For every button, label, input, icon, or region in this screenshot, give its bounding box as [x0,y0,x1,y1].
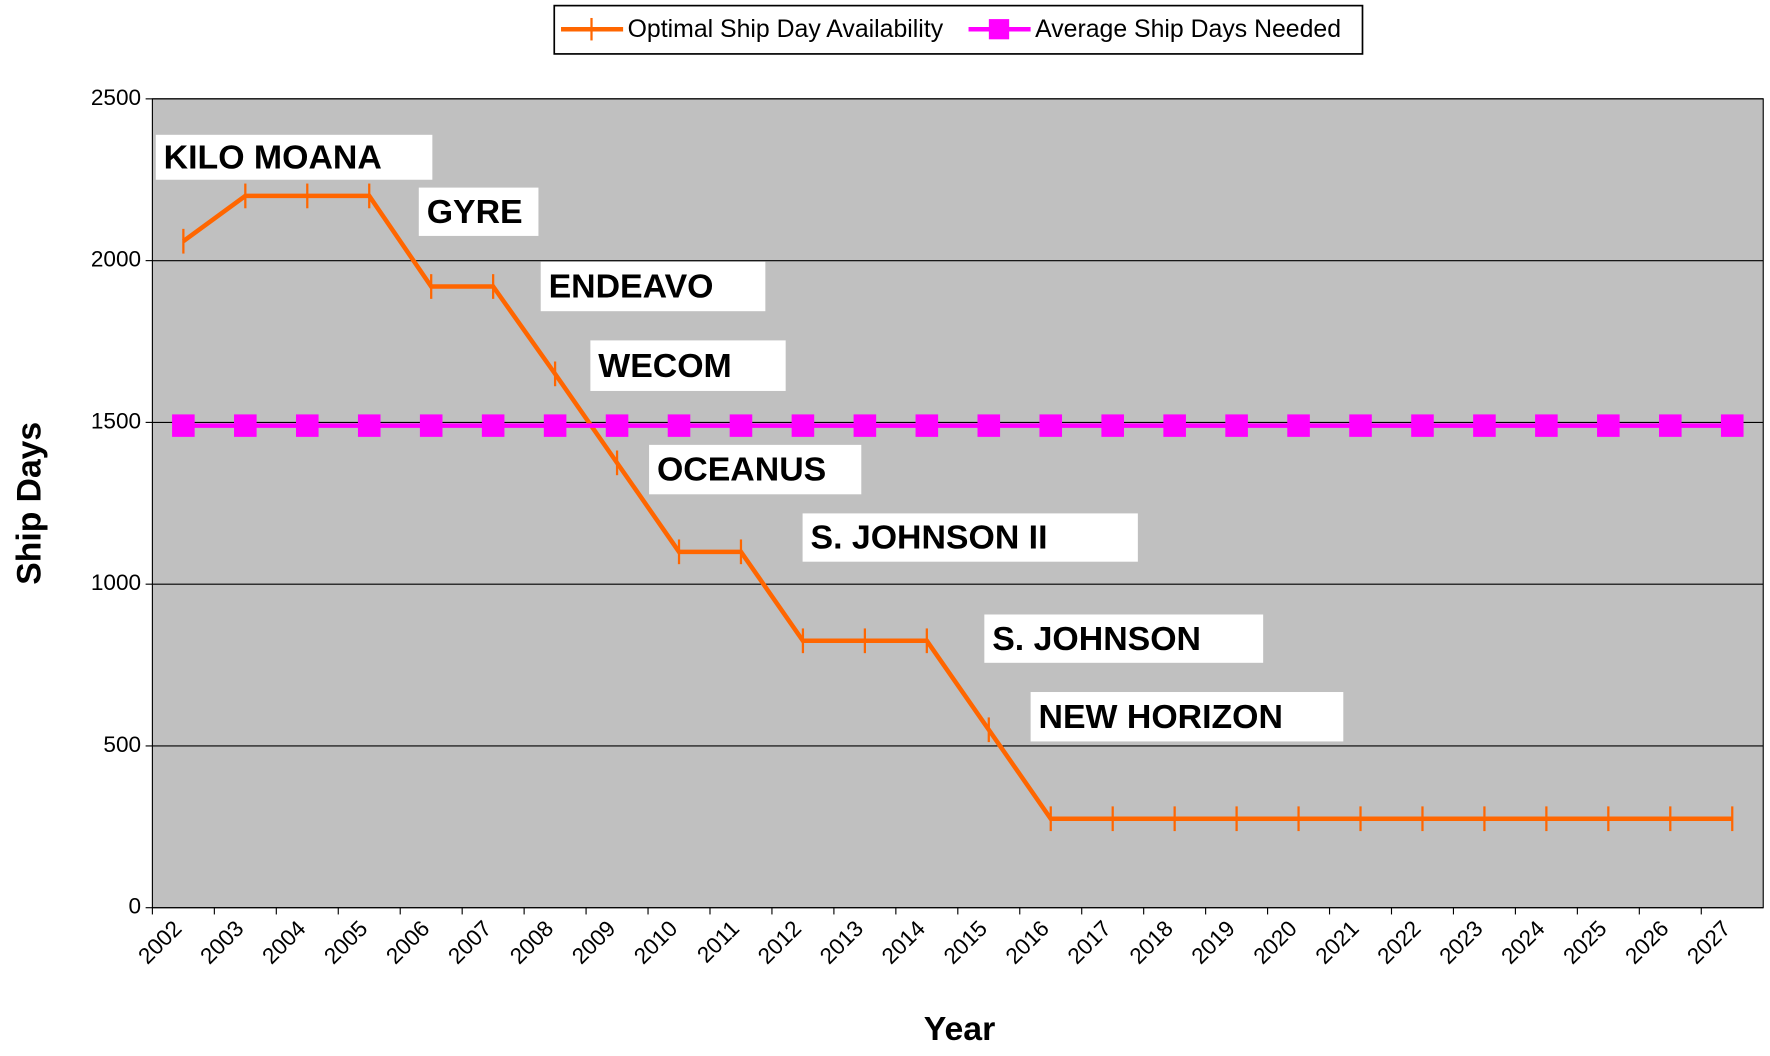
x-tick-label: 2009 [567,916,620,969]
legend-label: Average Ship Days Needed [1035,16,1341,43]
y-tick-label: 2000 [91,247,141,272]
annotation: S. JOHNSON [992,620,1201,658]
y-axis-label: Ship Days [10,422,48,585]
y-tick-label: 500 [103,732,141,757]
x-tick-label: 2006 [381,916,434,969]
point [853,414,877,437]
point [1039,414,1063,437]
annotation-box [590,340,786,391]
point [357,414,381,437]
point [791,414,815,437]
point [234,414,257,437]
x-tick-label: 2013 [815,916,868,969]
x-tick-label: 2012 [753,916,806,969]
point [1101,414,1124,437]
y-tick-label: 0 [129,894,142,919]
x-tick-label: 2019 [1187,916,1240,969]
x-tick-label: 2027 [1682,916,1735,969]
point [1163,414,1186,437]
point [729,414,753,437]
x-tick-label: 2016 [1001,916,1054,969]
x-tick-label: 2007 [443,916,496,969]
plot-area [151,98,1764,909]
x-tick-label: 2018 [1125,916,1178,969]
x-tick-label: 2011 [692,916,744,968]
y-tick-label: 1500 [91,408,141,433]
annotation: S. JOHNSON II [810,519,1047,557]
annotation: NEW HORIZON [1039,698,1283,736]
x-tick-label: 2005 [319,916,372,969]
point [1535,414,1558,437]
annotation-box [802,513,1138,562]
x-tick-label: 2010 [629,916,682,969]
point [977,414,1001,437]
x-tick-label: 2014 [877,916,930,969]
annotation: GYRE [427,193,523,231]
annotation-box [649,444,862,495]
x-tick-label: 2008 [505,916,558,969]
point [1597,414,1620,437]
point [1225,414,1248,437]
x-tick-label: 2015 [939,916,992,969]
x-tick-label: 2026 [1620,916,1673,969]
point [605,414,629,437]
x-tick-label: 2004 [257,916,310,969]
point [915,414,939,437]
point [1349,414,1372,437]
x-tick-label: 2020 [1249,916,1302,969]
point [295,414,319,437]
x-tick-label: 2021 [1311,916,1364,969]
x-tick-label: 2003 [195,916,248,969]
annotation: WECOM [598,347,731,385]
annotation-box [418,187,539,236]
annotation-box [155,134,433,180]
x-tick-label: 2022 [1372,916,1425,969]
legend-label: Optimal Ship Day Availability [628,16,944,43]
annotation: ENDEAVO [549,268,714,306]
point [1411,414,1434,437]
x-tick-label: 2024 [1496,916,1549,969]
legend-box [553,4,1364,55]
point [1473,414,1496,437]
y-tick-label: 1000 [91,570,141,595]
x-tick-label: 2017 [1063,916,1116,969]
point [1287,414,1310,437]
x-tick-label: 2025 [1558,916,1611,969]
point [172,414,195,437]
x-axis-label: Year [924,1010,996,1048]
annotation-box [984,614,1264,663]
series-line [182,193,1733,821]
x-tick-label: 2002 [133,916,186,969]
point [481,414,505,437]
annotation: OCEANUS [657,451,826,489]
legend-marker [988,19,1010,40]
point [419,414,443,437]
annotation-box [540,261,766,312]
y-tick-label: 2500 [91,85,141,110]
annotation: KILO MOANA [164,138,382,176]
point [1720,414,1744,437]
point [667,414,691,437]
point [543,414,567,437]
point [1659,414,1682,437]
x-tick-label: 2023 [1434,916,1487,969]
annotation-box [1030,692,1344,742]
